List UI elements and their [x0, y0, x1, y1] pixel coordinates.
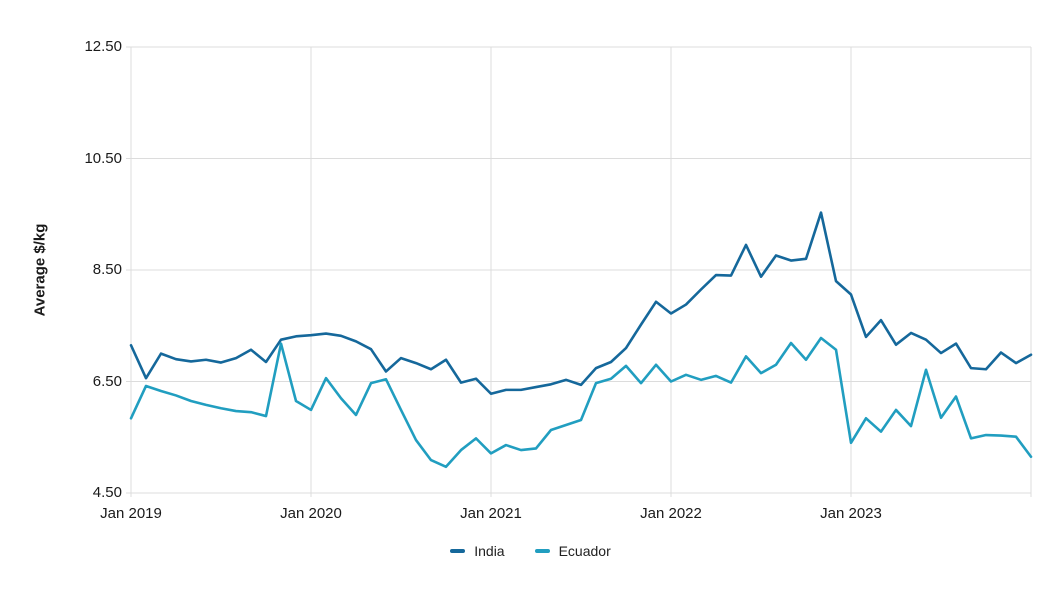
x-tick-label: Jan 2021 — [460, 505, 522, 522]
ecuador-series-line — [129, 336, 1033, 469]
legend-item-india[interactable]: India — [450, 543, 505, 559]
x-tick-label: Jan 2020 — [280, 505, 342, 522]
ecuador-line-swatch-icon — [534, 549, 550, 553]
x-tick-label: Jan 2019 — [100, 505, 162, 522]
india-line-swatch-icon — [450, 549, 466, 553]
india-series-line — [129, 211, 1033, 396]
legend-label-india: India — [474, 543, 505, 559]
legend-label-ecuador: Ecuador — [558, 543, 611, 559]
y-tick-label: 8.50 — [92, 261, 122, 278]
y-tick-label: 6.50 — [92, 372, 122, 390]
y-tick-label: 4.50 — [92, 484, 122, 501]
legend: India Ecuador — [0, 543, 1061, 559]
x-tick-label: Jan 2022 — [640, 505, 702, 522]
y-tick-label: 12.50 — [84, 38, 122, 55]
x-tick-label: Jan 2023 — [820, 505, 882, 522]
y-tick-label: 10.50 — [84, 149, 122, 167]
legend-item-ecuador[interactable]: Ecuador — [534, 543, 611, 559]
